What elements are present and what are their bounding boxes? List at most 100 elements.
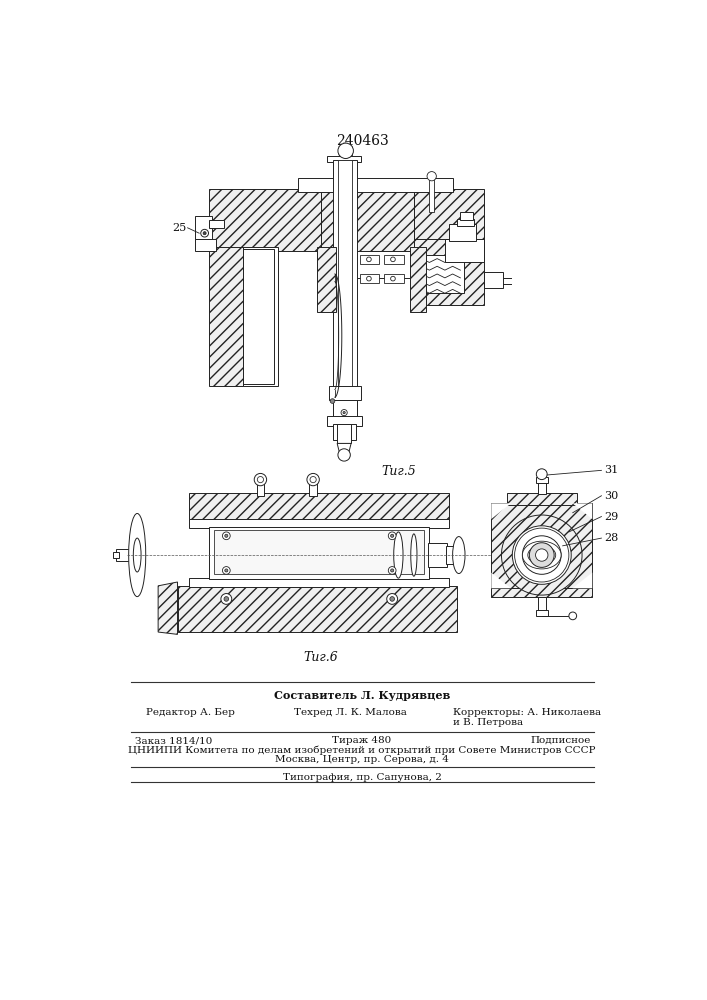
Polygon shape xyxy=(573,503,592,519)
Circle shape xyxy=(391,534,394,537)
Bar xyxy=(327,416,362,426)
Circle shape xyxy=(367,257,371,262)
Text: 25: 25 xyxy=(172,223,186,233)
Circle shape xyxy=(367,276,371,281)
Bar xyxy=(194,239,216,251)
Bar xyxy=(257,482,264,496)
Ellipse shape xyxy=(522,541,561,569)
Bar xyxy=(209,220,224,228)
Text: Типография, пр. Сапунова, 2: Типография, пр. Сапунова, 2 xyxy=(283,773,441,782)
Circle shape xyxy=(501,515,582,595)
Ellipse shape xyxy=(411,534,417,576)
Circle shape xyxy=(338,449,351,461)
Bar xyxy=(535,477,548,483)
Text: 28: 28 xyxy=(604,533,618,543)
Bar xyxy=(457,219,474,226)
Bar xyxy=(240,247,279,386)
Bar xyxy=(113,552,119,558)
Bar xyxy=(317,247,337,312)
Bar xyxy=(460,212,473,220)
Bar xyxy=(538,482,546,494)
Text: 29: 29 xyxy=(604,512,618,522)
Bar xyxy=(491,588,592,597)
Bar xyxy=(414,239,484,305)
Circle shape xyxy=(537,469,547,480)
Polygon shape xyxy=(573,573,592,588)
Circle shape xyxy=(569,612,577,620)
Text: Τиг.5: Τиг.5 xyxy=(381,465,416,478)
Ellipse shape xyxy=(394,532,403,578)
Text: Заказ 1814/10: Заказ 1814/10 xyxy=(135,736,212,745)
Circle shape xyxy=(338,143,354,158)
Bar xyxy=(338,160,352,422)
Bar xyxy=(385,274,404,283)
Circle shape xyxy=(201,229,209,237)
Circle shape xyxy=(203,232,206,235)
Bar xyxy=(327,156,361,162)
Bar xyxy=(317,251,414,278)
Bar xyxy=(243,249,274,384)
Text: Корректоры: А. Николаева: Корректоры: А. Николаева xyxy=(452,708,601,717)
Circle shape xyxy=(307,473,320,486)
Circle shape xyxy=(225,569,228,572)
Circle shape xyxy=(535,549,548,561)
Bar xyxy=(385,255,404,264)
Bar xyxy=(333,400,356,419)
Polygon shape xyxy=(491,573,510,588)
Circle shape xyxy=(427,172,436,181)
Bar xyxy=(298,178,452,192)
Circle shape xyxy=(391,257,395,262)
Bar xyxy=(360,274,379,283)
Bar xyxy=(414,189,484,251)
Circle shape xyxy=(522,536,561,574)
Circle shape xyxy=(391,569,394,572)
Text: Редактор А. Бер: Редактор А. Бер xyxy=(146,708,235,717)
Circle shape xyxy=(330,399,335,403)
Circle shape xyxy=(515,528,569,582)
Polygon shape xyxy=(491,503,510,519)
Bar xyxy=(445,239,484,262)
Circle shape xyxy=(388,532,396,540)
Bar xyxy=(535,610,548,616)
Bar xyxy=(115,549,139,561)
Bar xyxy=(360,255,379,264)
Circle shape xyxy=(388,567,396,574)
Circle shape xyxy=(223,567,230,574)
Text: и В. Петрова: и В. Петрова xyxy=(452,718,522,727)
Polygon shape xyxy=(158,582,177,634)
Circle shape xyxy=(225,534,228,537)
Text: ЦНИИПИ Комитета по делам изобретений и открытий при Совете Министров СССР: ЦНИИПИ Комитета по делам изобретений и о… xyxy=(128,745,596,755)
Circle shape xyxy=(390,597,395,601)
Bar xyxy=(332,424,356,440)
Text: Тираж 480: Тираж 480 xyxy=(332,736,392,745)
Bar xyxy=(484,272,503,288)
Circle shape xyxy=(221,594,232,604)
Bar xyxy=(189,493,449,520)
Bar xyxy=(337,424,351,443)
Text: Техред Л. К. Малова: Техред Л. К. Малова xyxy=(293,708,407,717)
Bar xyxy=(214,530,424,574)
Circle shape xyxy=(341,410,347,416)
Bar xyxy=(321,189,414,251)
Ellipse shape xyxy=(452,537,465,574)
Bar xyxy=(209,189,321,251)
Bar xyxy=(418,255,464,293)
Bar xyxy=(309,482,317,496)
Text: Τиг.6: Τиг.6 xyxy=(303,651,338,664)
Circle shape xyxy=(224,597,228,601)
Bar xyxy=(410,247,426,312)
Text: Составитель Л. Кудрявцев: Составитель Л. Кудрявцев xyxy=(274,690,450,701)
Bar xyxy=(538,597,546,610)
Bar xyxy=(429,178,434,212)
Bar xyxy=(189,578,449,587)
Bar xyxy=(189,519,449,528)
Bar xyxy=(332,160,356,179)
Bar xyxy=(333,160,356,422)
Bar xyxy=(449,224,476,241)
Bar xyxy=(446,546,458,564)
Circle shape xyxy=(530,543,554,567)
Text: 240463: 240463 xyxy=(336,134,388,148)
Bar xyxy=(195,216,212,239)
Circle shape xyxy=(257,477,264,483)
Ellipse shape xyxy=(528,546,556,564)
